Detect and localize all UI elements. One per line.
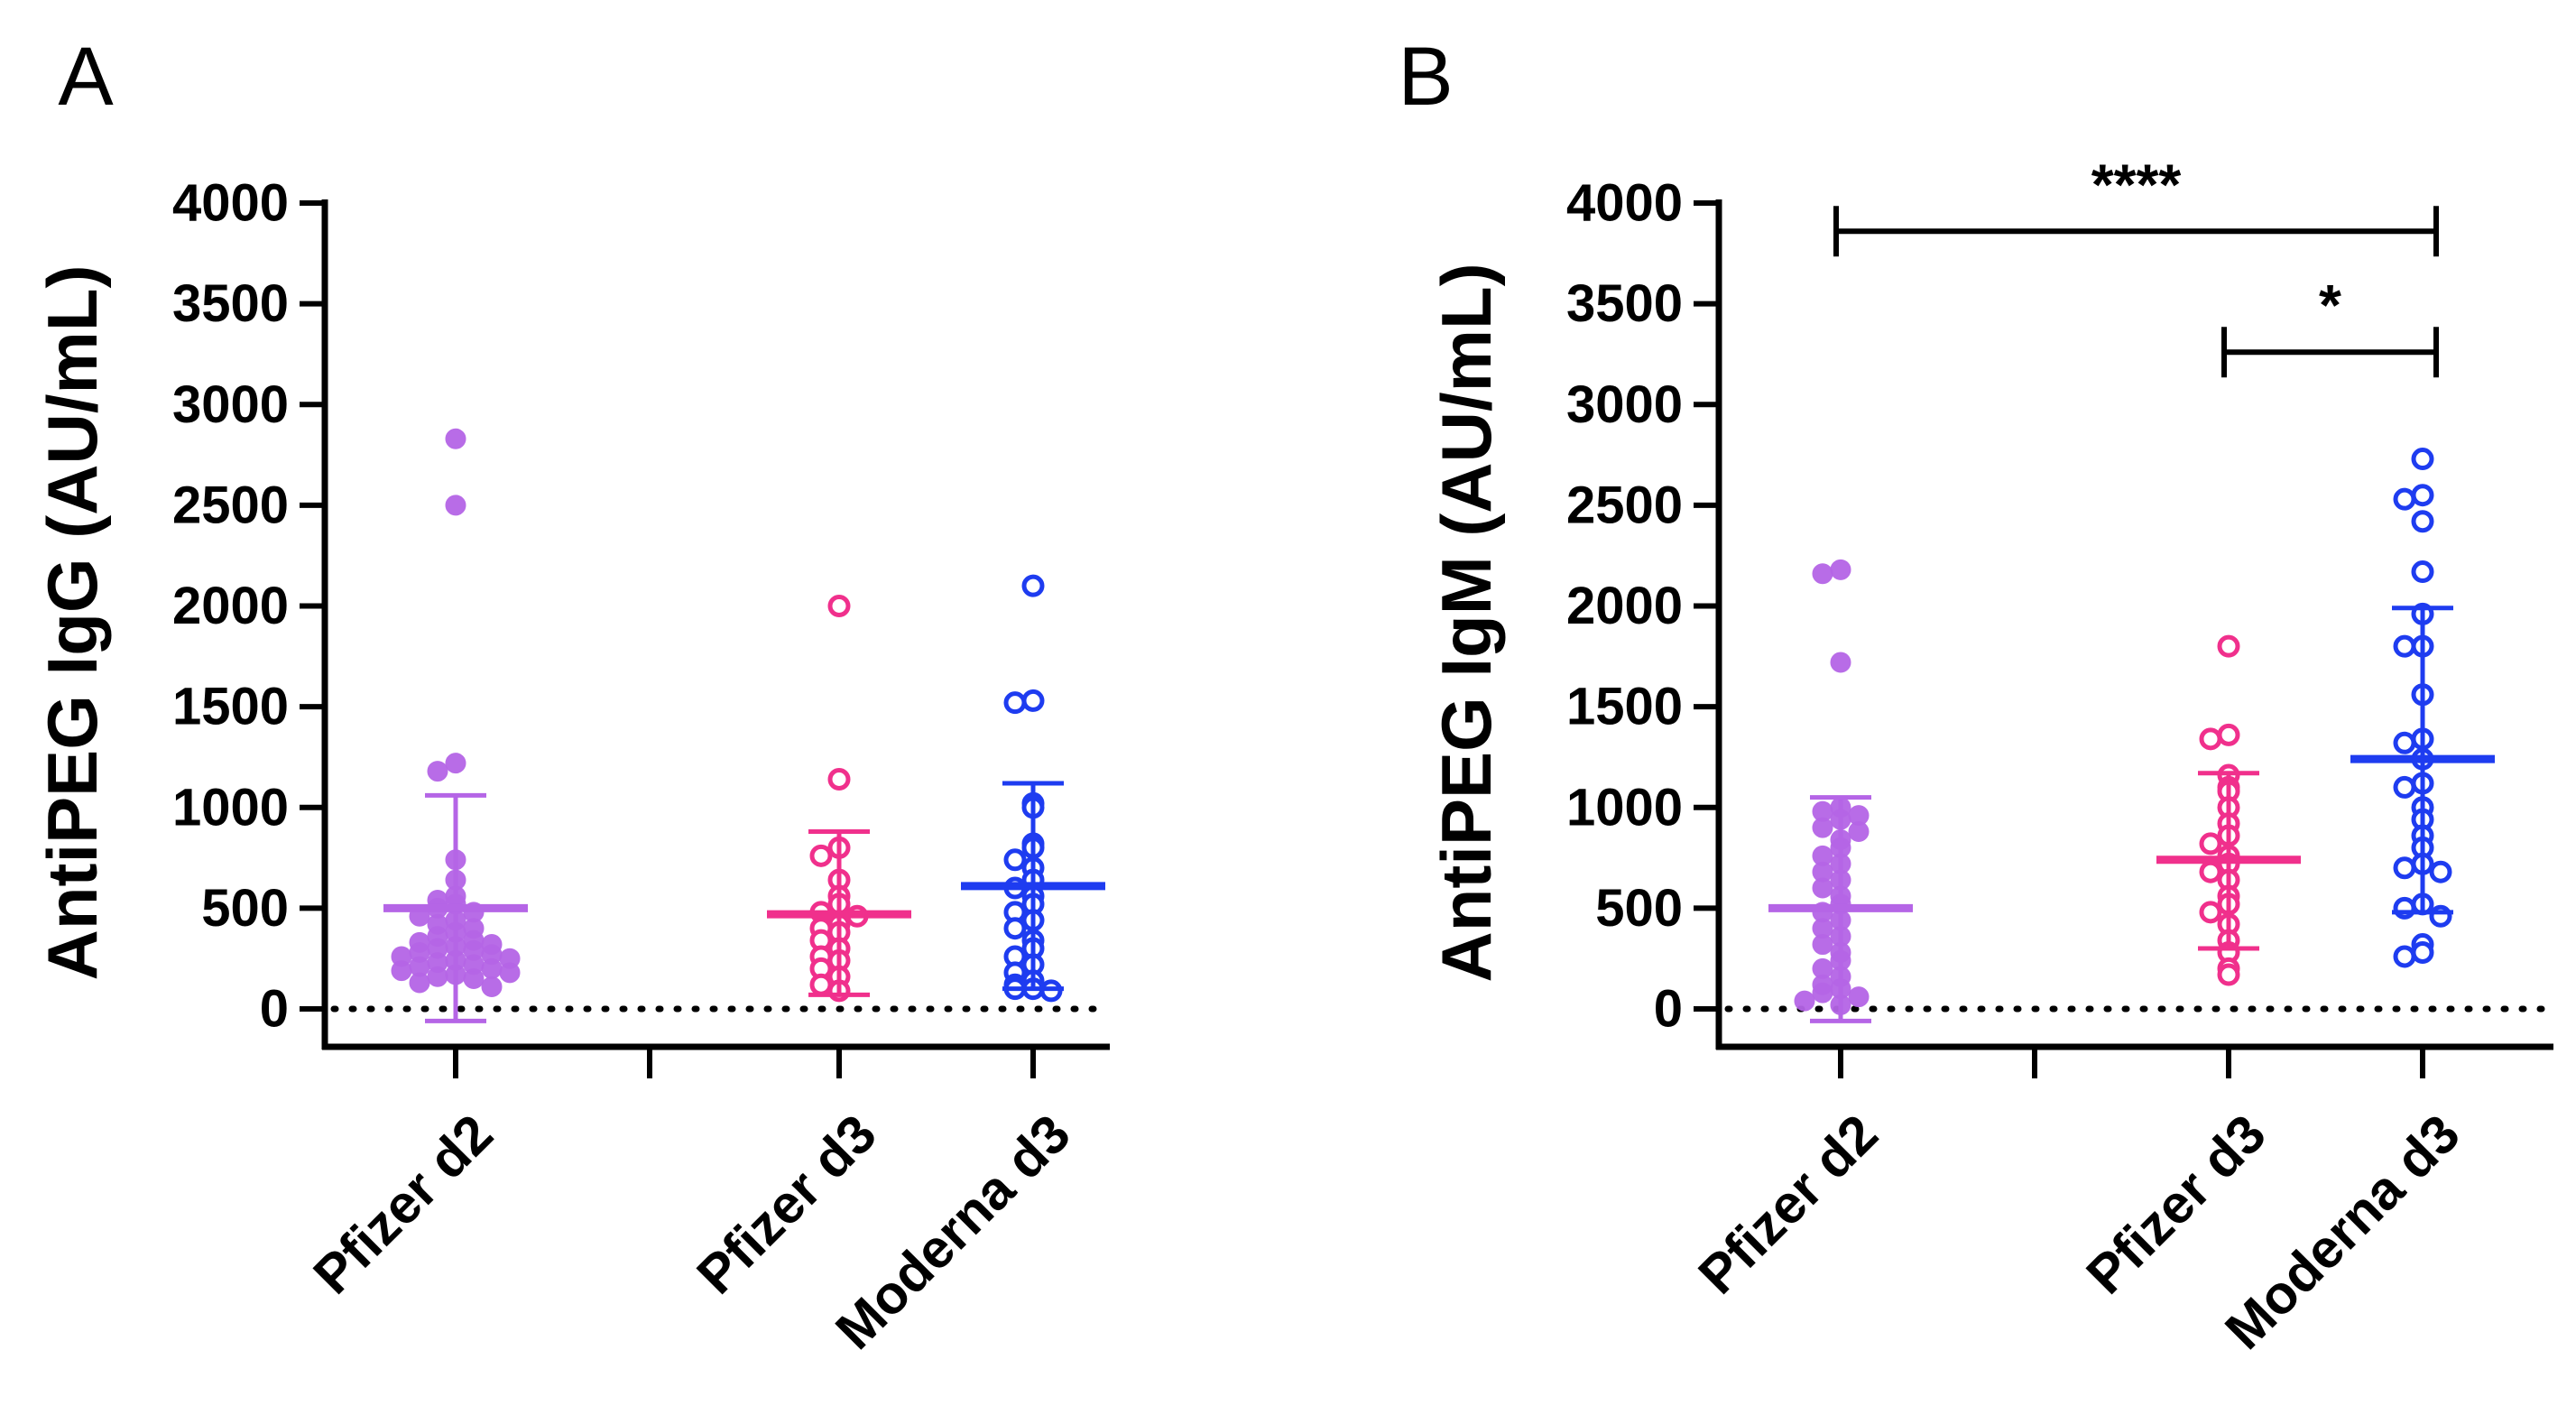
data-point — [1003, 691, 1027, 715]
data-point — [391, 960, 412, 982]
y-tick-label: 0 — [1654, 980, 1683, 1039]
data-point — [2393, 487, 2416, 511]
data-point — [2199, 727, 2222, 751]
panel-label: A — [58, 31, 114, 123]
data-point — [445, 753, 466, 774]
data-point — [2199, 901, 2222, 924]
y-tick-label: 3500 — [172, 274, 289, 333]
data-point — [1021, 689, 1045, 712]
y-tick-label: 3000 — [172, 375, 289, 434]
data-point — [2429, 860, 2452, 883]
data-point — [445, 495, 466, 516]
chart-panel-b: B AntiPEG IgM (AU/mL) 0 500 1000 1500 2000 2500… — [1398, 31, 2557, 1361]
data-point — [481, 976, 503, 997]
data-point — [1794, 990, 1815, 1012]
data-point — [445, 428, 466, 449]
data-point — [463, 968, 485, 990]
panel-label: B — [1398, 31, 1453, 123]
series-pfizer-d3 — [2156, 634, 2301, 986]
data-point — [2411, 560, 2434, 584]
y-axis-label: AntiPEG IgG (AU/mL) — [32, 265, 112, 981]
data-point — [1003, 848, 1027, 872]
y-tick-label: 0 — [260, 980, 289, 1039]
data-point — [2411, 484, 2434, 507]
data-point — [427, 761, 448, 782]
data-point — [2217, 963, 2240, 986]
y-tick-label: 3500 — [1566, 274, 1683, 333]
y-tick-label: 2500 — [1566, 476, 1683, 534]
y-tick-label: 2500 — [172, 476, 289, 534]
significance-label: * — [2319, 273, 2341, 338]
y-axis-label: AntiPEG IgM (AU/mL) — [1426, 263, 1506, 982]
data-point — [1812, 817, 1833, 838]
data-point — [2393, 775, 2416, 799]
data-point — [2217, 634, 2240, 658]
y-tick-label: 2000 — [1566, 577, 1683, 635]
data-point — [1812, 934, 1833, 956]
significance-label: **** — [2091, 152, 2182, 217]
data-point — [1830, 652, 1851, 673]
chart-panel-a: A AntiPEG IgG (AU/mL) 0 500 1000 1500 2000 2500… — [32, 31, 1113, 1361]
data-point — [1812, 982, 1833, 1003]
y-tick-label: 1500 — [172, 678, 289, 736]
data-point — [809, 844, 833, 867]
y-tick-label: 500 — [1595, 879, 1683, 938]
data-point — [427, 966, 448, 987]
data-point — [1021, 574, 1045, 597]
x-category-label: Pfizer d2 — [302, 1103, 504, 1305]
data-point — [2393, 856, 2416, 880]
data-point — [1812, 563, 1833, 585]
data-point — [1830, 559, 1851, 580]
y-tick-label: 4000 — [1566, 174, 1683, 233]
data-point — [809, 973, 833, 996]
data-point — [1812, 877, 1833, 899]
data-point — [2393, 731, 2416, 754]
data-point — [1848, 986, 1870, 1008]
y-tick-label: 1000 — [172, 778, 289, 837]
significance-bracket: * — [2221, 273, 2439, 378]
data-point — [2393, 634, 2416, 658]
data-point — [827, 767, 851, 791]
data-point — [1003, 917, 1027, 940]
significance-bracket: **** — [1833, 152, 2439, 257]
y-tick-label: 1000 — [1566, 778, 1683, 837]
data-point — [2393, 896, 2416, 920]
y-tick-label: 1500 — [1566, 678, 1683, 736]
data-point — [409, 972, 430, 994]
series-moderna-d3 — [2350, 448, 2495, 968]
data-point — [2217, 723, 2240, 746]
data-point — [1848, 821, 1870, 843]
x-category-label: Pfizer d3 — [2075, 1103, 2277, 1305]
data-point — [2199, 860, 2222, 883]
data-point — [499, 962, 521, 984]
series-pfizer-d3 — [767, 595, 911, 1003]
series-moderna-d3 — [961, 574, 1105, 1003]
y-tick-label: 4000 — [172, 174, 289, 233]
series-pfizer-d2 — [383, 428, 528, 1023]
series-pfizer-d2 — [1768, 559, 1913, 1023]
data-point — [2393, 945, 2416, 968]
data-point — [2411, 448, 2434, 471]
data-point — [2429, 904, 2452, 928]
y-tick-label: 500 — [201, 879, 289, 938]
data-point — [827, 595, 851, 617]
data-point — [481, 957, 503, 979]
data-point — [2411, 510, 2434, 533]
x-category-label: Pfizer d2 — [1687, 1103, 1889, 1305]
y-tick-label: 3000 — [1566, 375, 1683, 434]
y-tick-label: 2000 — [172, 577, 289, 635]
x-category-label: Pfizer d3 — [686, 1103, 888, 1305]
data-point — [2411, 940, 2434, 964]
data-point — [2199, 832, 2222, 855]
